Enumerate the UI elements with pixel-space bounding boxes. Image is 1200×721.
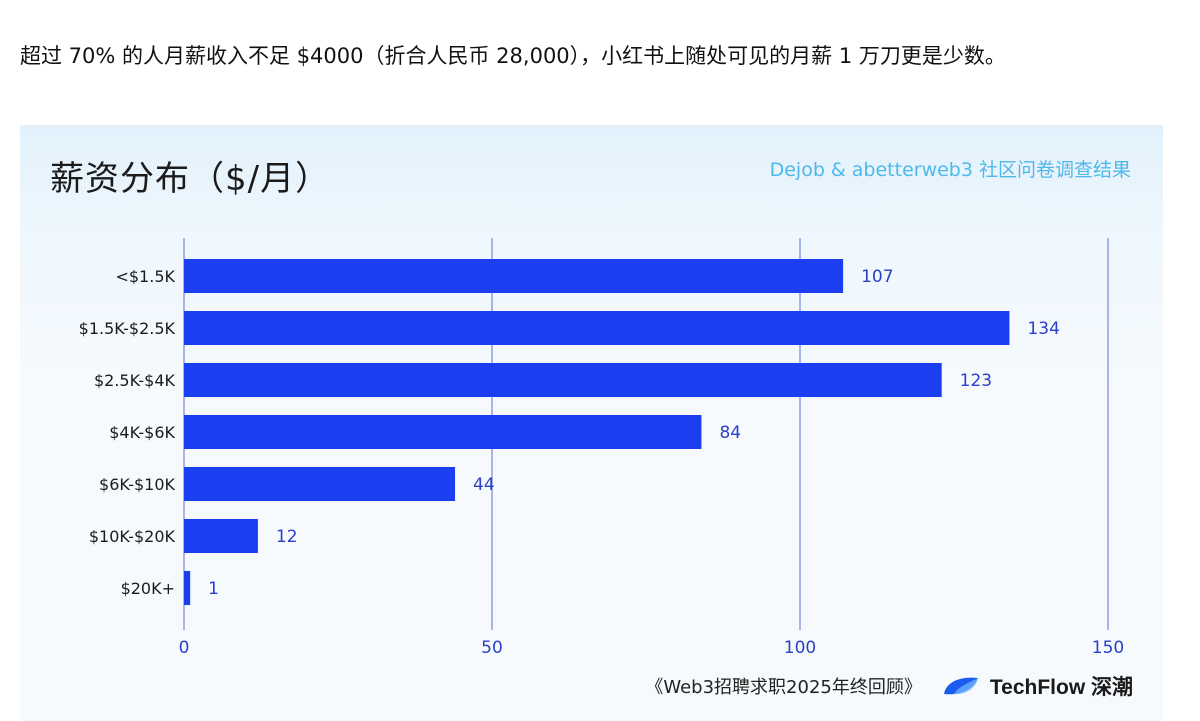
x-tick-label-150: 150 <box>1092 638 1124 658</box>
x-tick-label-50: 50 <box>481 638 503 658</box>
bar-6 <box>184 571 191 605</box>
x-tick-label-100: 100 <box>784 638 816 658</box>
chart-title: 薪资分布（$/月） <box>50 159 331 199</box>
bar-1 <box>184 311 1010 345</box>
category-label-0: <$1.5K <box>115 267 175 286</box>
intro-paragraph: 超过 70% 的人月薪收入不足 $4000（折合人民币 28,000），小红书上… <box>20 44 1006 68</box>
category-label-2: $2.5K-$4K <box>94 371 176 390</box>
category-label-5: $10K-$20K <box>89 527 176 546</box>
bar-3 <box>184 415 702 449</box>
value-label-0: 107 <box>861 267 893 287</box>
value-label-4: 44 <box>473 475 495 495</box>
bar-chart: 0 50 100 150 <$1.5K 107 $1.5K-$2.5K 134 $2.5K-$4… <box>79 238 1124 658</box>
category-label-3: $4K-$6K <box>109 423 175 442</box>
bar-4 <box>184 467 456 501</box>
chart-card: 薪资分布（$/月） Dejob & abetterweb3 社区问卷调查结果 0… <box>20 125 1163 721</box>
value-label-1: 134 <box>1027 319 1059 339</box>
chart-source-note: Dejob & abetterweb3 社区问卷调查结果 <box>769 159 1131 181</box>
value-label-6: 1 <box>208 579 219 599</box>
brand-name: TechFlow 深潮 <box>989 676 1133 699</box>
book-title: 《Web3招聘求职2025年终回顾》 <box>645 677 922 698</box>
techflow-logo-icon <box>943 677 978 695</box>
bar-2 <box>184 363 942 397</box>
value-label-2: 123 <box>960 371 992 391</box>
chart-footer: 《Web3招聘求职2025年终回顾》 TechFlow 深潮 <box>645 671 1133 701</box>
category-label-1: $1.5K-$2.5K <box>79 319 176 338</box>
category-label-4: $6K-$10K <box>99 475 175 494</box>
bar-5 <box>184 519 258 553</box>
bar-0 <box>184 259 844 293</box>
x-tick-label-0: 0 <box>179 638 190 658</box>
category-label-6: $20K+ <box>121 579 175 598</box>
value-label-3: 84 <box>719 423 741 443</box>
value-label-5: 12 <box>276 527 298 547</box>
